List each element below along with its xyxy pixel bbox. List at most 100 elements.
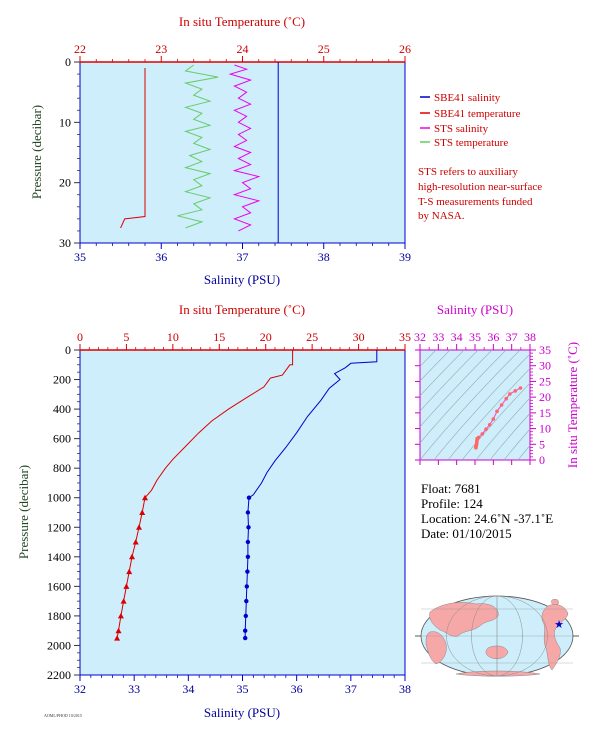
- sts-note-line: STS refers to auxiliary: [418, 166, 518, 178]
- ts-point: [499, 403, 504, 407]
- ts-temp-tick-label: 35: [539, 343, 551, 357]
- bottom-sal-tick-label: 35: [237, 682, 249, 696]
- top-sal-axis-title: Salinity (PSU): [204, 272, 280, 287]
- temperature-profile-point: [123, 583, 130, 589]
- ts-sal-tick-label: 35: [469, 330, 481, 344]
- ts-temp-tick-label: 20: [539, 390, 551, 404]
- salinity-profile-point: [245, 554, 251, 559]
- ts-temp-tick-label: 15: [539, 406, 551, 420]
- top-sal-tick-label: 35: [74, 250, 86, 264]
- map-land-eurasia: [429, 602, 499, 637]
- top-pressure-axis-title: Pressure (decibar): [29, 105, 44, 199]
- ts-point: [495, 409, 499, 414]
- legend-label-sts-salinity: STS salinity: [434, 123, 489, 135]
- salinity-profile-point: [244, 584, 249, 589]
- bottom-pressure-tick-label: 1600: [47, 579, 71, 593]
- bottom-pressure-tick-label: 1000: [47, 491, 71, 505]
- salinity-profile-point: [246, 525, 251, 530]
- salinity-profile-point: [243, 628, 248, 633]
- sts-note-line: T-S measurements funded: [418, 196, 533, 208]
- ts-sal-tick-label: 36: [487, 330, 499, 344]
- top-temp-tick-label: 22: [74, 42, 86, 56]
- legend-label-sts-temperature: STS temperature: [434, 137, 508, 149]
- salinity-profile-line: [244, 350, 378, 639]
- bottom-pressure-tick-label: 1200: [47, 520, 71, 534]
- top-chart: In situ Temperature (˚C) 22 23 24 25 26 35 36…: [29, 14, 411, 287]
- ts-plot-area: [419, 349, 531, 461]
- map-meridian: [446, 595, 548, 677]
- bottom-sal-tick-label: 36: [291, 682, 303, 696]
- ts-sal-tick-label: 32: [414, 330, 426, 344]
- ts-density-contour: [420, 350, 451, 382]
- ts-point: [513, 389, 518, 393]
- ts-density-contour: [433, 353, 530, 460]
- top-sal-tick-label: 39: [399, 250, 411, 264]
- ts-sal-tick-label: 37: [506, 330, 518, 344]
- bottom-pressure-tick-label: 1400: [47, 550, 71, 564]
- top-temp-tick-label: 26: [399, 42, 411, 56]
- salinity-profile-point: [245, 510, 251, 515]
- ts-sal-ticks: 32 33 34 35 36 37 38: [414, 330, 536, 465]
- top-pressure-tick-label: 10: [59, 115, 71, 129]
- bottom-pressure-tick-label: 800: [53, 461, 71, 475]
- sbe41-temperature-line: [120, 68, 146, 229]
- salinity-profile-point: [243, 613, 248, 619]
- temperature-profile-point: [129, 553, 135, 560]
- top-pressure-tick-label: 0: [65, 55, 71, 69]
- map-land-australia: [485, 645, 509, 659]
- ts-series: [474, 386, 523, 450]
- temperature-profile-point: [126, 568, 133, 575]
- bottom-pressure-tick-label: 0: [65, 343, 71, 357]
- bottom-temp-tick-label: 15: [213, 330, 225, 344]
- ts-temp-tick-label: 0: [539, 453, 545, 467]
- ts-point: [518, 386, 523, 390]
- map-land-americas: [541, 604, 569, 671]
- top-pressure-tick-label: 20: [59, 176, 71, 190]
- bottom-pressure-ticks: 0 200 400 600 800 1000 1200 1400 1600 1800 2000 220…: [47, 343, 80, 682]
- sts-temperature-line: [177, 64, 219, 229]
- bottom-pressure-axis-title: Pressure (decibar): [16, 465, 31, 559]
- top-plot-area: [79, 61, 406, 244]
- legend-label-sbe41-salinity: SBE41 salinity: [434, 92, 501, 104]
- ts-density-contour: [420, 350, 479, 412]
- bottom-pressure-tick-label: 2200: [47, 668, 71, 682]
- ts-point: [491, 417, 496, 421]
- map-land-antarctica: [455, 670, 541, 677]
- bottom-pressure-tick-label: 600: [53, 432, 71, 446]
- temperature-profile-point: [117, 612, 124, 619]
- top-pressure-ticks: 0 10 20 30: [59, 55, 80, 250]
- salinity-profile-point: [243, 635, 248, 641]
- ts-density-contour: [489, 412, 530, 460]
- bottom-temp-tick-label: 35: [399, 330, 411, 344]
- ts-density-contour: [475, 397, 530, 460]
- top-pressure-tick-label: 30: [59, 236, 71, 250]
- top-sal-tick-label: 38: [318, 250, 330, 264]
- legend: SBE41 salinity SBE41 temperature STS sal…: [420, 92, 521, 149]
- ts-temp-axis-title: In situ Temperature (˚C): [565, 342, 580, 468]
- ts-sal-tick-label: 38: [524, 330, 536, 344]
- ts-sal-tick-label: 34: [451, 330, 463, 344]
- bottom-pressure-tick-label: 200: [53, 373, 71, 387]
- sts-note-line: high-resolution near-surface: [418, 181, 542, 193]
- bottom-chart: In situ Temperature (˚C) 0 5 10 15 20 25 30 35 …: [16, 302, 411, 720]
- footer-code: AOML/PHOD 10/2015: [44, 713, 82, 718]
- ts-density-contours: [420, 350, 530, 460]
- temperature-profile-point: [142, 494, 148, 501]
- temperature-profile-point: [132, 539, 139, 545]
- ts-point: [508, 392, 512, 396]
- ts-point: [484, 427, 488, 432]
- sts-salinity-line: [228, 64, 261, 232]
- top-temp-ticks: 22 23 24 25 26: [74, 42, 411, 62]
- ts-point: [504, 396, 509, 401]
- bottom-sal-ticks: 32 33 34 35 36 37 38: [74, 675, 411, 696]
- bottom-sal-tick-label: 34: [182, 682, 194, 696]
- ts-sal-axis-title: Salinity (PSU): [437, 302, 513, 317]
- ts-point: [480, 432, 485, 436]
- bottom-pressure-tick-label: 2000: [47, 638, 71, 652]
- ts-point: [487, 423, 492, 427]
- ts-density-contour: [517, 444, 530, 460]
- ts-density-contour: [420, 350, 507, 444]
- ts-density-contour: [461, 382, 530, 460]
- ts-density-contour: [420, 350, 493, 428]
